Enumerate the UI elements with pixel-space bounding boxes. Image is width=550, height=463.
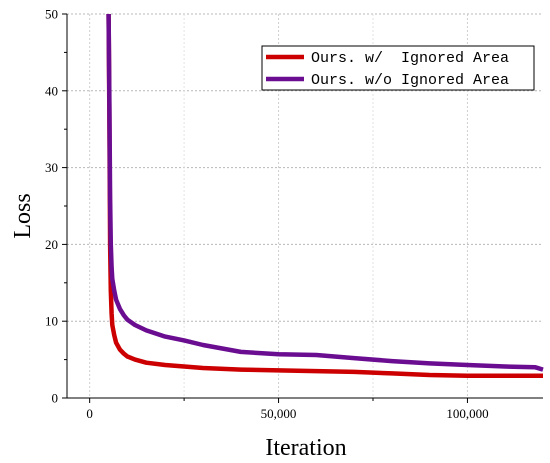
x-tick-label: 0 — [86, 406, 93, 421]
x-tick-label: 50,000 — [261, 406, 297, 421]
series-line-1 — [106, 13, 544, 372]
y-tick-label: 40 — [45, 83, 58, 98]
y-tick-label: 0 — [52, 391, 59, 406]
x-tick-label: 100,000 — [446, 406, 488, 421]
ticks-layer: 0 10 20 30 40 50 0 50,000 100,000 — [45, 7, 489, 422]
y-tick-label: 10 — [45, 314, 58, 329]
series-layer — [106, 13, 544, 378]
y-axis-title: Loss — [10, 193, 36, 238]
legend-label-1: Ours. w/o Ignored Area — [311, 72, 509, 89]
legend: Ours. w/ Ignored Area Ours. w/o Ignored … — [261, 45, 535, 91]
x-axis-title: Iteration — [265, 435, 346, 461]
series-line-0 — [106, 13, 543, 378]
legend-box — [261, 45, 535, 91]
legend-label-0: Ours. w/ Ignored Area — [311, 50, 509, 67]
y-tick-label: 50 — [45, 7, 58, 22]
y-tick-label: 30 — [45, 160, 58, 175]
y-tick-label: 20 — [45, 237, 58, 252]
